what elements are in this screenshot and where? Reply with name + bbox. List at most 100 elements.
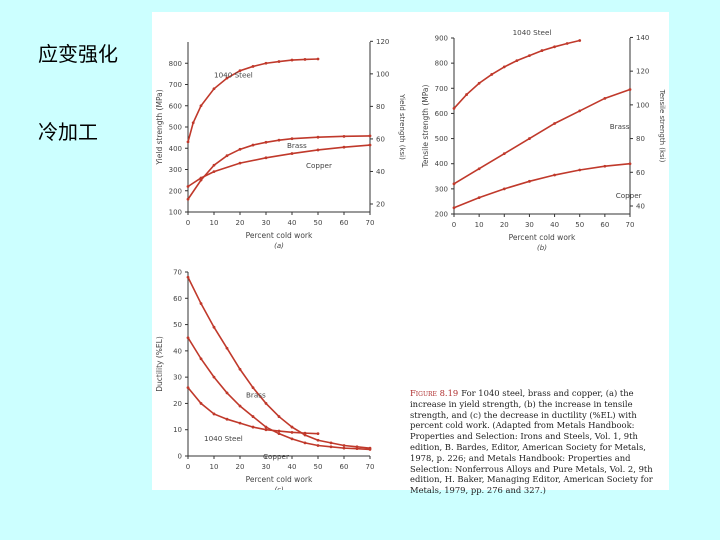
- data-point: [452, 206, 456, 210]
- data-point: [290, 430, 294, 434]
- y-tick-label: 0: [178, 453, 182, 461]
- data-point: [238, 421, 242, 425]
- x-tick-label: 20: [236, 463, 245, 471]
- data-point: [277, 415, 281, 418]
- data-point: [264, 61, 268, 65]
- series-label: 1040 Steel: [204, 434, 243, 443]
- y-right-axis-label: Yield strength (ksi): [398, 93, 406, 160]
- data-point: [225, 154, 229, 158]
- x-tick-label: 30: [262, 463, 271, 471]
- data-point: [316, 438, 320, 442]
- series-line-brass: [187, 135, 371, 200]
- y-tick-label: 20: [173, 400, 182, 408]
- y-tick-label: 30: [173, 374, 182, 382]
- x-tick-label: 50: [314, 463, 323, 471]
- data-point: [212, 375, 216, 379]
- data-point: [277, 60, 281, 63]
- y-tick-label: 50: [173, 321, 182, 329]
- series-line-1040-steel: [453, 39, 580, 109]
- data-point: [603, 164, 607, 168]
- y-tick-label: 600: [169, 102, 182, 110]
- y-right-tick-label: 120: [636, 68, 649, 76]
- data-point: [199, 178, 203, 182]
- x-tick-label: 60: [340, 463, 349, 471]
- data-point: [490, 73, 494, 76]
- data-point: [212, 87, 216, 91]
- y-tick-label: 400: [435, 160, 448, 168]
- y-tick-label: 800: [435, 60, 448, 68]
- series-line-brass: [453, 88, 631, 185]
- y-tick-label: 70: [173, 269, 182, 277]
- y-tick-label: 600: [435, 110, 448, 118]
- data-point: [199, 402, 203, 405]
- y-tick-label: 200: [435, 211, 448, 219]
- x-tick-label: 40: [288, 463, 297, 471]
- data-point: [303, 433, 307, 437]
- data-point: [515, 59, 519, 63]
- y-right-tick-label: 40: [376, 168, 385, 176]
- data-point: [628, 88, 632, 91]
- data-point: [452, 107, 456, 110]
- x-tick-label: 20: [500, 221, 509, 229]
- chart-c-ductility: 0 10 20 30 40 50 60 70 0 10 20 30 40 50 60 70 Percent co…: [155, 269, 374, 491]
- data-point: [477, 81, 481, 85]
- data-point: [186, 197, 190, 201]
- series-line-1040-steel: [187, 58, 319, 143]
- data-point: [212, 412, 216, 416]
- data-point: [264, 156, 268, 160]
- panel-label: (c): [274, 486, 284, 490]
- y-right-tick-label: 140: [636, 34, 649, 42]
- y-tick-label: 300: [169, 166, 182, 174]
- data-point: [528, 137, 531, 140]
- y-right-tick-label: 60: [636, 169, 645, 177]
- series-line-copper: [187, 144, 371, 188]
- data-point: [578, 168, 582, 172]
- panel-label: (b): [537, 244, 547, 252]
- x-tick-label: 30: [262, 219, 271, 227]
- y-tick-label: 700: [435, 85, 448, 93]
- data-point: [212, 325, 216, 329]
- series-label: Copper: [616, 191, 642, 200]
- x-tick-label: 60: [340, 219, 349, 227]
- data-point: [225, 346, 229, 350]
- figure-panel: 0 10 20 30 40 50 60 70 100 200 300 400 500 600 700 800 2…: [152, 12, 669, 495]
- data-point: [553, 45, 556, 49]
- y-right-tick-label: 120: [376, 38, 389, 46]
- data-point: [199, 357, 203, 361]
- data-point: [342, 446, 346, 450]
- data-point: [528, 179, 531, 183]
- data-point: [186, 386, 190, 390]
- data-point: [277, 429, 281, 433]
- x-tick-label: 40: [288, 219, 297, 227]
- data-point: [212, 170, 216, 174]
- data-point: [238, 404, 242, 408]
- data-point: [251, 143, 255, 147]
- x-tick-label: 10: [210, 463, 219, 471]
- y-tick-label: 10: [173, 426, 182, 434]
- data-point: [368, 134, 372, 138]
- y-tick-label: 100: [169, 209, 182, 217]
- data-point: [502, 152, 506, 156]
- y-axis-label: Tensile strength (MPa): [421, 85, 430, 169]
- data-point: [303, 58, 307, 61]
- y-right-tick-label: 60: [376, 135, 385, 143]
- figure-caption: Figure 8.19 For 1040 steel, brass and cop…: [410, 388, 665, 496]
- data-point: [290, 437, 294, 441]
- y-tick-label: 500: [169, 124, 182, 132]
- x-axis-label: Percent cold work: [509, 233, 576, 242]
- data-point: [290, 137, 294, 141]
- chart-b-tensile-strength: 0 10 20 30 40 50 60 70 200 300 400 500 600 700 800 900 4…: [421, 28, 666, 252]
- data-point: [565, 42, 569, 45]
- y-tick-label: 400: [169, 145, 182, 153]
- data-point: [316, 135, 320, 139]
- slide-title: 应变强化: [38, 42, 118, 66]
- y-tick-label: 40: [173, 347, 182, 355]
- series-line-copper: [453, 162, 631, 209]
- data-point: [251, 425, 255, 429]
- figure-number: Figure 8.19: [410, 388, 459, 398]
- data-point: [277, 432, 281, 436]
- data-point: [329, 441, 333, 445]
- series-label: Brass: [610, 122, 630, 131]
- data-point: [264, 428, 268, 432]
- x-axis-label: Percent cold work: [246, 475, 313, 484]
